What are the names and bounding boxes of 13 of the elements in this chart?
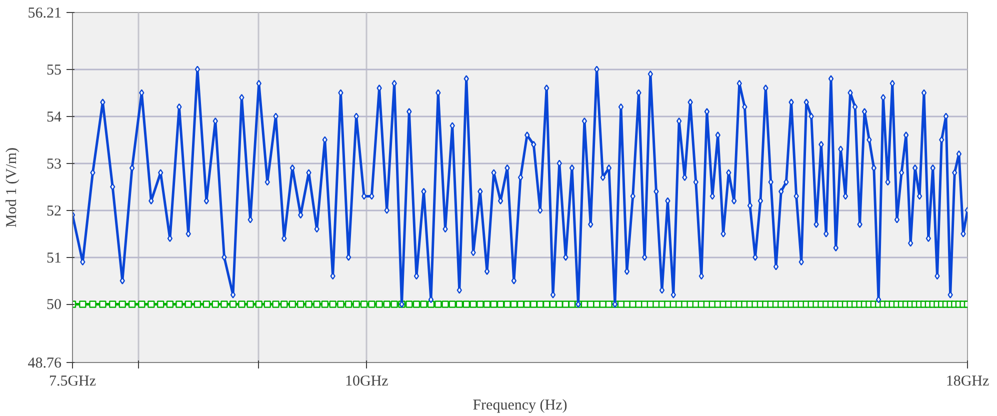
y-tick-label: 52 [46,203,62,220]
y-tick-label: 51 [46,250,62,266]
x-axis-title: Frequency (Hz) [472,398,568,414]
x-tick-label: 10GHz [344,374,389,390]
x-tick-label: 7.5GHz [48,374,96,390]
y-tick-label: 53 [46,156,62,172]
y-tick-label: 55 [46,62,62,78]
y-tick-label: 54 [46,109,62,126]
y-axis-title: Mod 1 (V/m) [4,148,20,228]
x-tick-label: 18GHz [946,374,990,390]
y-tick-label: 48.76 [28,356,62,372]
y-tick-label: 56.21 [28,6,62,22]
y-tick-label: 50 [46,297,62,314]
